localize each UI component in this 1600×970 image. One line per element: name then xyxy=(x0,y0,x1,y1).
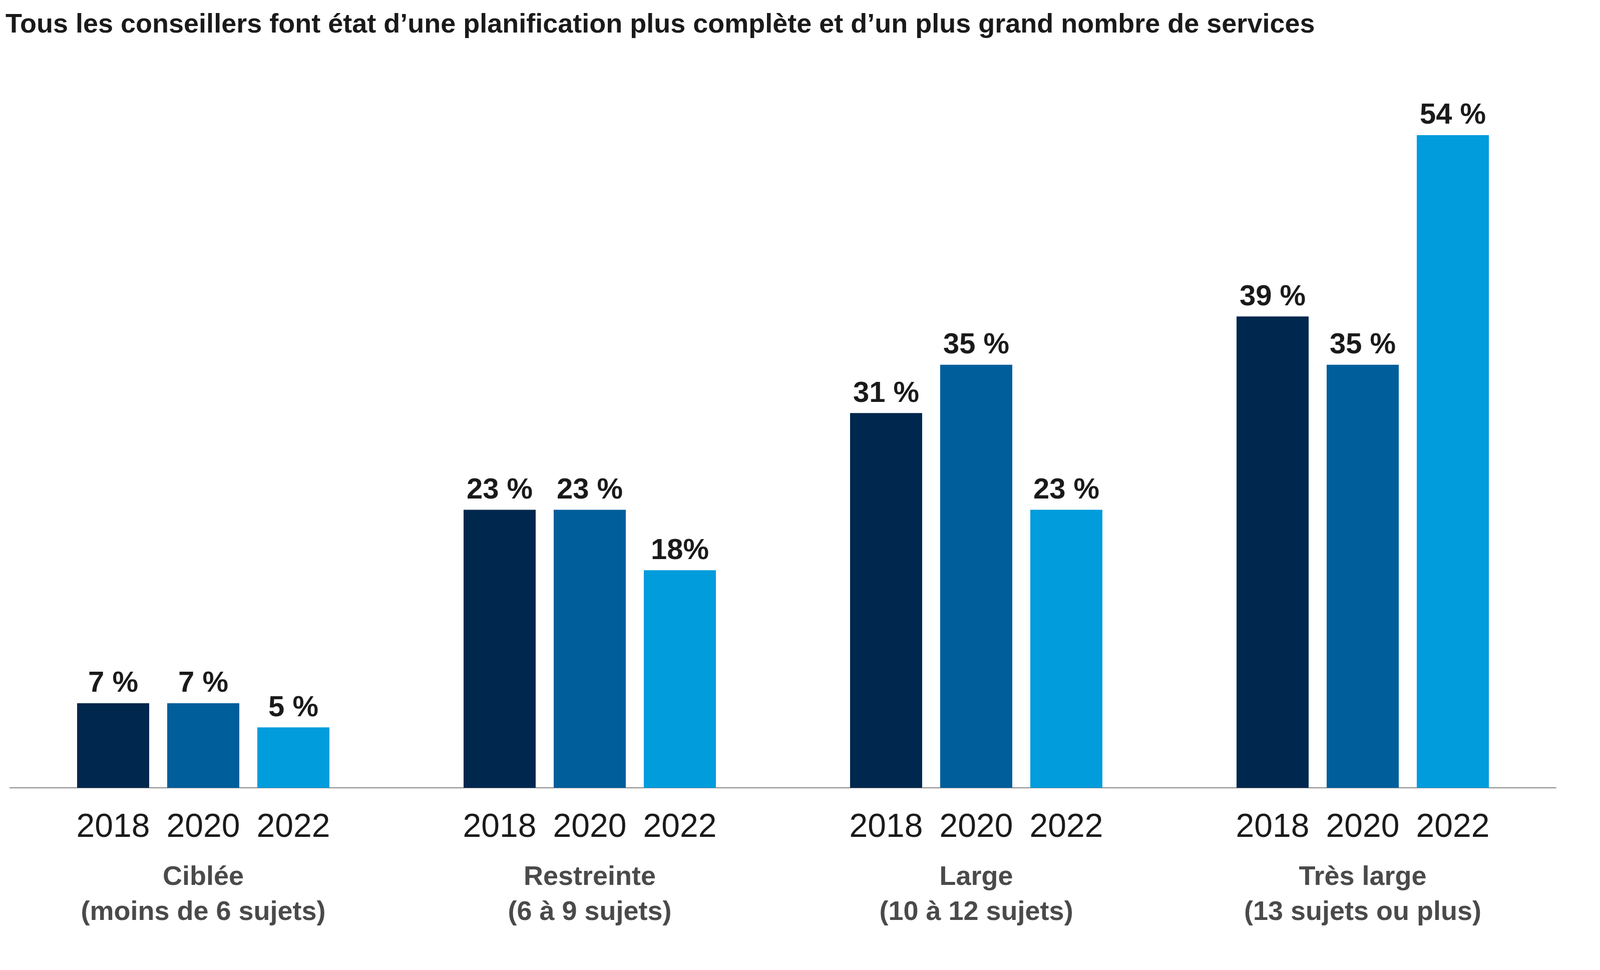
svg-text:Ciblée: Ciblée xyxy=(162,860,244,891)
svg-text:54 %: 54 % xyxy=(1419,97,1486,130)
svg-text:2022: 2022 xyxy=(643,807,717,845)
svg-text:35 %: 35 % xyxy=(943,326,1010,360)
svg-text:Tous les conseillers font état: Tous les conseillers font état d’une pla… xyxy=(5,8,1316,39)
svg-text:35 %: 35 % xyxy=(1329,326,1396,360)
svg-text:2018: 2018 xyxy=(849,807,924,845)
svg-text:31 %: 31 % xyxy=(853,375,920,409)
svg-text:7 %: 7 % xyxy=(88,665,139,698)
svg-text:5 %: 5 % xyxy=(268,689,319,723)
svg-text:(6 à 9 sujets): (6 à 9 sujets) xyxy=(507,895,672,926)
svg-text:2022: 2022 xyxy=(1029,807,1104,845)
svg-text:39 %: 39 % xyxy=(1239,278,1306,312)
svg-text:2018: 2018 xyxy=(76,807,151,845)
svg-text:Restreinte: Restreinte xyxy=(523,860,656,891)
svg-text:2020: 2020 xyxy=(553,807,627,845)
svg-text:7 %: 7 % xyxy=(178,665,229,698)
svg-text:2022: 2022 xyxy=(1416,807,1490,845)
svg-text:2020: 2020 xyxy=(1326,807,1400,845)
svg-text:2022: 2022 xyxy=(256,807,331,845)
svg-text:23 %: 23 % xyxy=(556,472,623,505)
svg-text:2018: 2018 xyxy=(463,807,537,845)
svg-text:2020: 2020 xyxy=(166,807,241,845)
svg-text:23 %: 23 % xyxy=(466,472,533,505)
svg-text:(moins de 6 sujets): (moins de 6 sujets) xyxy=(80,895,326,926)
svg-text:Large: Large xyxy=(939,860,1013,891)
svg-text:18%: 18% xyxy=(650,532,709,566)
svg-text:2020: 2020 xyxy=(939,807,1014,845)
svg-text:(10 à 12 sujets): (10 à 12 sujets) xyxy=(879,895,1073,926)
svg-text:2018: 2018 xyxy=(1236,807,1310,845)
svg-text:(13 sujets ou plus): (13 sujets ou plus) xyxy=(1244,895,1482,926)
svg-text:Très large: Très large xyxy=(1298,860,1427,891)
svg-text:23 %: 23 % xyxy=(1033,472,1100,505)
